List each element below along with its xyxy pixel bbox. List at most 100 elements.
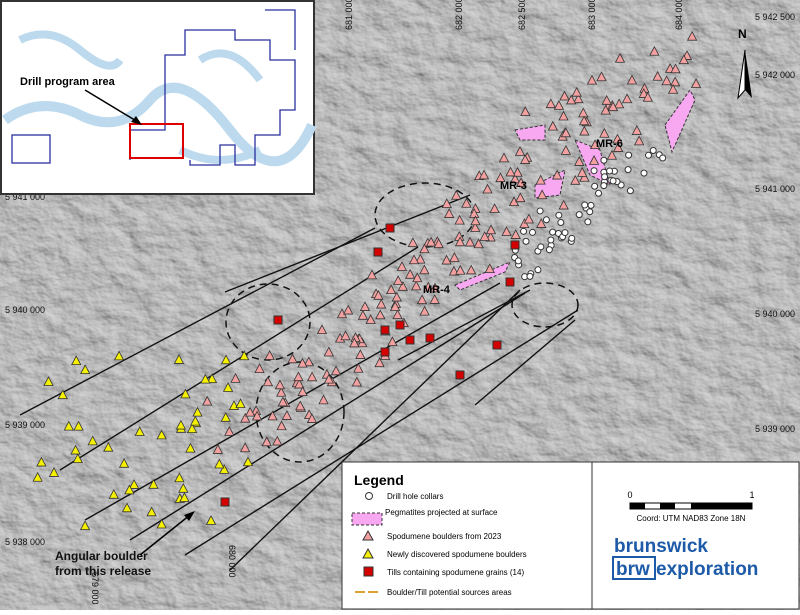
drill-collar [587,201,595,209]
new-boulder [220,354,232,365]
spodumene-boulder [470,215,481,226]
spodumene-boulder [396,261,408,271]
spodumene-boulder [264,350,275,360]
new-boulder [156,518,167,529]
drill-collar [600,182,608,190]
spodumene-boulder [303,356,315,367]
spodumene-boulder [391,291,402,302]
till-sample [385,223,395,233]
spodumene-boulder [515,177,527,188]
spodumene-boulder [510,229,521,239]
spodumene-boulder [599,127,610,138]
new-boulder [134,426,145,436]
drill-collar [536,207,544,215]
grid-label-top: 683 000 [587,0,597,30]
spodumene-boulder [482,183,493,194]
spodumene-boulder [678,54,689,65]
spodumene-boulder [589,139,601,150]
grid-label-top: 684 000 [674,0,684,30]
new-boulder [148,478,159,489]
spodumene-boulder [588,155,600,165]
drill-collar [590,167,598,175]
new-boulder [235,398,246,409]
spodumene-boulder [451,189,462,200]
spodumene-boulder [385,284,397,295]
spodumene-boulder [230,373,241,383]
spodumene-boulder [429,294,440,304]
till-sample [405,335,415,345]
spodumene-boulder [573,93,584,104]
spodumene-boulder [306,371,318,382]
spodumene-boulder [349,337,360,348]
drill-collar [561,229,569,237]
inset-map: Drill program area [0,0,317,195]
spodumene-boulder [470,222,481,232]
spodumene-boulder [454,214,465,225]
spodumene-boulder [240,412,251,423]
spodumene-boulder [536,218,547,228]
spodumene-boulder [423,281,434,292]
new-boulder [43,376,54,386]
spodumene-boulder [464,236,476,247]
new-boulder [72,453,83,464]
callout-line: Angular boulder [55,549,148,563]
spodumene-boulder [429,282,441,293]
spodumene-boulder [393,275,404,285]
new-boulder [124,484,135,495]
spodumene-boulder [323,346,334,357]
callout-line: from this release [55,564,151,578]
grid-label-top: 682 500 [517,0,527,30]
spodumene-boulder [669,76,681,87]
scale-end: 1 [749,490,754,500]
drill-collar [545,246,553,254]
drill-collar [549,228,557,236]
inset-label: Drill program area [20,76,116,88]
spodumene-boulder [323,373,335,384]
legend-item: Drill hole collars [387,492,443,501]
spodumene-boulder [466,264,477,275]
till-sample [395,320,405,330]
spodumene-boulder [649,45,660,56]
drill-collar [601,173,609,181]
spodumene-boulder [357,309,369,320]
spodumene-boulder [578,115,590,126]
till-sample [380,347,390,357]
till-sample [505,277,515,287]
new-boulder [80,364,91,375]
new-boulder [239,350,250,361]
spodumene-boulder [473,238,484,249]
logo-word: brw [616,559,650,580]
grid-label-left: 5 941 000 [5,192,45,202]
spodumene-boulder [441,254,452,265]
spodumene-boulder [407,237,419,248]
spodumene-boulder [254,363,265,373]
spodumene-boulder [373,289,384,300]
legend-item: Spodumene boulders from 2023 [387,532,502,541]
till-sample [492,340,502,350]
new-boulder [219,464,230,474]
new-boulder [79,520,91,531]
legend-item: Boulder/Till potential sources areas [387,588,512,597]
till-sample [273,315,283,325]
drill-collar [557,218,565,226]
spodumene-boulder [469,208,480,218]
new-boulder [87,435,98,446]
spodumene-boulder [316,324,328,335]
spodumene-boulder [355,349,366,359]
new-boulder [206,373,218,384]
drill-collar [520,227,528,235]
spodumene-boulder [353,362,364,373]
info-panel: 0 1 Coord: UTM NAD83 Zone 18N brunswick … [591,461,800,610]
drill-collar [534,266,542,274]
spodumene-boulder [485,224,497,235]
spodumene-boulder [621,93,633,104]
spodumene-boulder [274,379,286,390]
spodumene-boulder [244,406,256,417]
drill-collar [586,208,594,216]
new-boulder [73,420,84,431]
drill-collar [537,243,545,251]
new-boulder [108,488,119,499]
spodumene-boulder [293,371,304,382]
drill-collar [584,218,592,226]
spodumene-boulder [359,301,371,311]
